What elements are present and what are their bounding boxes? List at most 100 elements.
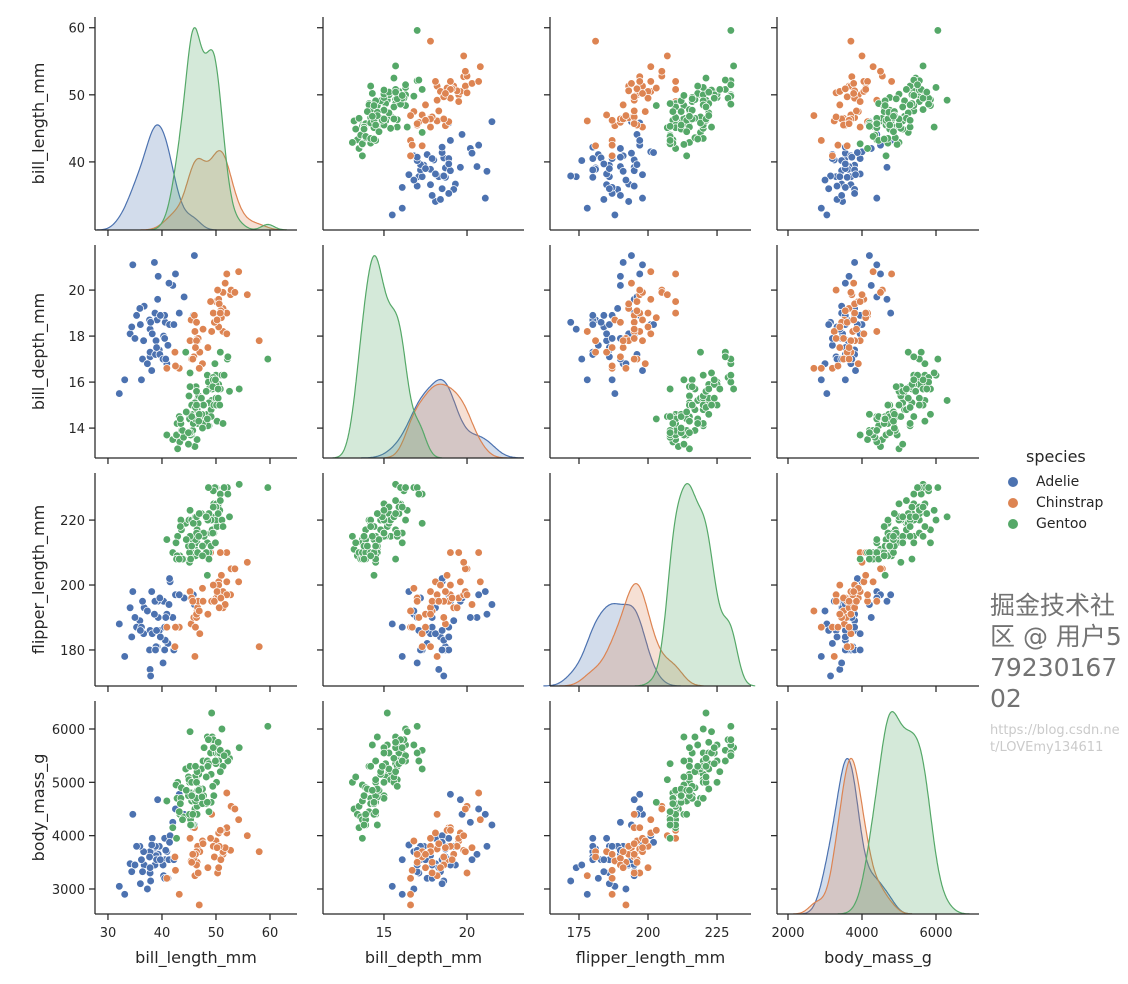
point-chinstrap: [406, 874, 415, 883]
point-chinstrap: [198, 839, 208, 848]
point-gentoo: [368, 532, 377, 541]
point-adelie: [605, 164, 614, 173]
point-adelie: [156, 855, 165, 864]
point-gentoo: [373, 820, 382, 830]
point-chinstrap: [446, 826, 455, 835]
point-adelie: [446, 166, 455, 175]
panel-flipper_length_mm-vs-bill_depth_mm: [317, 473, 524, 692]
point-gentoo: [913, 483, 922, 492]
point-chinstrap: [413, 850, 422, 859]
point-chinstrap: [432, 652, 442, 661]
point-chinstrap: [602, 110, 611, 120]
x-tick-label: 60: [262, 926, 279, 941]
point-chinstrap: [646, 815, 655, 824]
point-gentoo: [690, 732, 700, 742]
point-chinstrap: [462, 868, 472, 878]
panel-bill_depth_mm-vs-flipper_length_mm: [544, 245, 751, 464]
point-adelie: [138, 867, 147, 876]
point-gentoo: [366, 81, 375, 91]
point-chinstrap: [436, 863, 445, 872]
point-chinstrap: [413, 597, 422, 606]
point-adelie: [820, 606, 830, 616]
point-chinstrap: [203, 343, 213, 352]
point-chinstrap: [446, 548, 455, 557]
point-chinstrap: [190, 327, 200, 336]
point-gentoo: [418, 128, 427, 137]
point-chinstrap: [434, 597, 443, 606]
point-chinstrap: [191, 623, 200, 632]
point-chinstrap: [671, 308, 680, 318]
point-adelie: [150, 258, 159, 267]
point-chinstrap: [619, 343, 628, 352]
point-gentoo: [933, 354, 943, 364]
point-gentoo: [924, 100, 933, 109]
point-chinstrap: [846, 336, 856, 345]
point-adelie: [130, 613, 140, 622]
point-chinstrap: [476, 815, 485, 824]
point-gentoo: [162, 796, 171, 806]
point-chinstrap: [216, 593, 225, 603]
point-chinstrap: [671, 269, 680, 279]
point-gentoo: [710, 94, 719, 103]
point-gentoo: [383, 708, 392, 718]
point-chinstrap: [809, 606, 819, 616]
point-gentoo: [889, 532, 898, 541]
point-adelie: [467, 855, 477, 864]
point-gentoo: [905, 100, 915, 110]
point-gentoo: [865, 122, 874, 131]
point-gentoo: [665, 412, 675, 421]
point-gentoo: [726, 26, 735, 35]
point-gentoo: [704, 384, 713, 394]
point-chinstrap: [641, 107, 650, 116]
kde-fill-chinstrap: [793, 758, 913, 914]
point-chinstrap: [170, 348, 180, 357]
point-chinstrap: [421, 100, 430, 110]
point-chinstrap: [191, 343, 200, 352]
point-chinstrap: [418, 642, 427, 651]
point-adelie: [853, 148, 862, 157]
point-gentoo: [855, 430, 865, 440]
point-adelie: [577, 156, 586, 165]
point-adelie: [599, 311, 608, 320]
point-gentoo: [693, 419, 702, 428]
legend-item-gentoo: Gentoo: [1004, 513, 1103, 534]
point-chinstrap: [583, 116, 592, 126]
point-gentoo: [373, 732, 382, 742]
point-gentoo: [905, 522, 915, 531]
point-gentoo: [171, 538, 181, 547]
x-tick-label: 6000: [919, 926, 952, 941]
point-chinstrap: [216, 826, 225, 835]
point-adelie: [851, 366, 860, 375]
kde-fill-adelie: [799, 758, 913, 914]
point-chinstrap: [887, 269, 896, 279]
point-adelie: [466, 613, 475, 622]
point-adelie: [146, 876, 155, 886]
panel-bill_length_mm-vs-bill_length_mm: 40 50 60: [68, 17, 297, 236]
point-adelie: [876, 269, 885, 279]
point-adelie: [413, 658, 422, 668]
point-chinstrap: [406, 900, 415, 910]
point-chinstrap: [447, 593, 457, 603]
x-tick-label: 15: [376, 926, 393, 941]
point-gentoo: [721, 75, 730, 85]
point-adelie: [616, 191, 625, 200]
point-gentoo: [368, 740, 377, 750]
point-gentoo: [918, 61, 928, 71]
point-chinstrap: [474, 77, 483, 86]
point-adelie: [630, 181, 639, 191]
point-gentoo: [194, 532, 203, 541]
x-axis-label: flipper_length_mm: [576, 948, 725, 968]
point-chinstrap: [222, 329, 231, 338]
point-chinstrap: [872, 597, 881, 606]
point-adelie: [165, 574, 174, 583]
point-gentoo: [710, 759, 719, 768]
point-adelie: [850, 189, 859, 198]
point-gentoo: [358, 834, 367, 843]
point-chinstrap: [630, 810, 639, 819]
y-tick-label: 16: [68, 376, 85, 391]
point-gentoo: [685, 417, 694, 426]
point-gentoo: [880, 522, 889, 531]
point-gentoo: [208, 528, 217, 538]
y-tick-label: 18: [68, 330, 85, 345]
point-gentoo: [685, 762, 694, 771]
